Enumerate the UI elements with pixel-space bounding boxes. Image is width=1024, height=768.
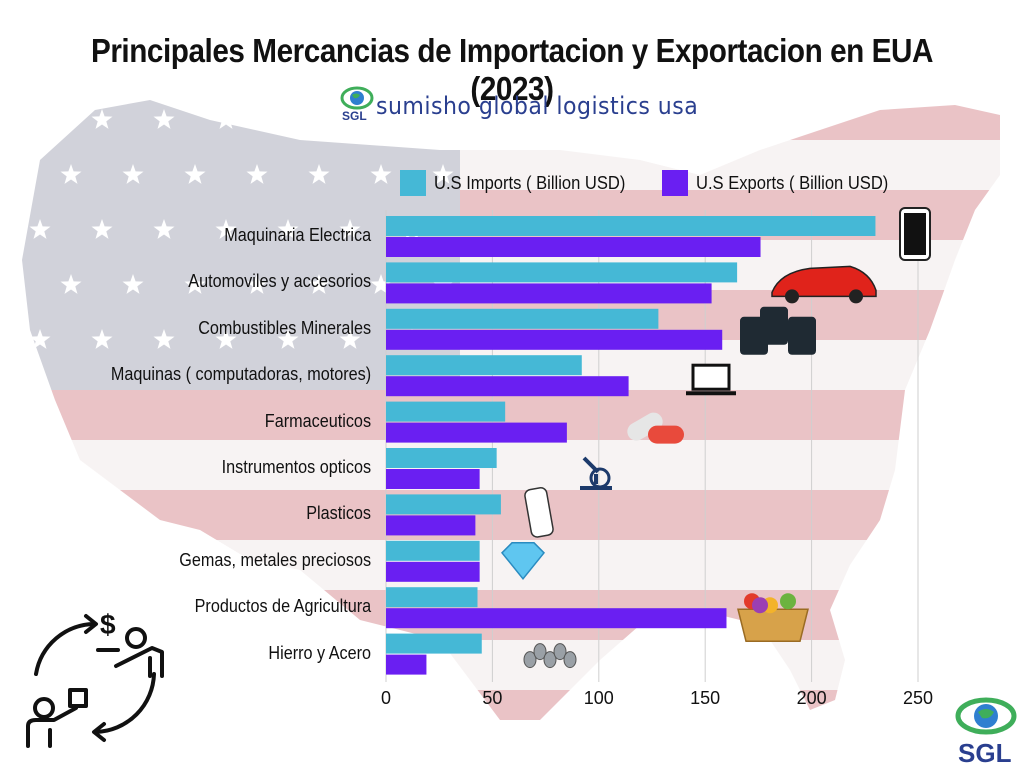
page-title: Principales Mercancias de Importacion y … (90, 32, 934, 107)
category-label: Maquinaria Electrica (224, 225, 371, 245)
flag-star (277, 329, 299, 349)
category-label: Automoviles y accesorios (188, 271, 371, 292)
plastic-bottle-icon (524, 487, 554, 538)
x-tick-label: 100 (583, 688, 614, 708)
flag-star (215, 329, 237, 349)
legend-label-imports: U.S Imports ( Billion USD) (434, 172, 626, 193)
flag-star (339, 219, 361, 239)
footer-logo-text: SGL (958, 738, 1012, 764)
flag-star (91, 109, 113, 129)
bar-exports (386, 376, 629, 397)
bar-exports (386, 329, 723, 350)
flag-star (91, 329, 113, 349)
flag-star (122, 164, 144, 184)
brand-badge: SGL (342, 109, 367, 123)
category-label: Farmaceuticos (264, 410, 371, 431)
bar-imports (386, 401, 506, 422)
x-tick-label: 0 (380, 688, 391, 708)
flag-star (153, 219, 175, 239)
category-label: Hierro y Acero (268, 642, 371, 663)
flag-star (153, 329, 175, 349)
bar-exports (386, 237, 761, 257)
flag-star (370, 164, 392, 184)
flag-star (246, 274, 268, 294)
bar-exports (386, 515, 476, 536)
fruit-basket-icon (737, 593, 809, 642)
flag-star (60, 274, 82, 294)
flag-star (432, 164, 454, 184)
oil-barrels-icon (740, 306, 816, 355)
flag-star (60, 164, 82, 184)
x-tick-label: 200 (796, 688, 827, 708)
sports-car-icon (771, 265, 877, 304)
microscope-icon (580, 456, 612, 490)
bar-imports (386, 262, 738, 283)
sgl-globe-logo-icon: SGL (340, 86, 374, 123)
flag-star (153, 109, 175, 129)
category-label: Maquinas ( computadoras, motores) (110, 364, 371, 385)
x-tick-label: 50 (482, 688, 503, 708)
bar-exports (386, 561, 480, 582)
pill-capsules-icon (627, 412, 684, 444)
flag-star (29, 329, 51, 349)
flag-star (246, 164, 268, 184)
flag-star (184, 164, 206, 184)
bar-exports (386, 654, 427, 675)
bar-imports (386, 587, 478, 608)
sgl-footer-logo: SGL (955, 697, 1017, 764)
bar-exports (386, 283, 712, 304)
category-label: Gemas, metales preciosos (179, 549, 371, 570)
category-label: Productos de Agricultura (194, 596, 371, 617)
bar-imports (386, 308, 659, 329)
category-label: Plasticos (306, 503, 371, 524)
legend-item-exports: U.S Exports ( Billion USD) (662, 170, 905, 196)
laptop-icon (686, 363, 736, 396)
flag-star (308, 274, 330, 294)
legend-label-exports: U.S Exports ( Billion USD) (696, 172, 889, 193)
category-label: Combustibles Minerales (198, 317, 371, 338)
dollar-sign-icon: $ (100, 609, 116, 640)
diamond-icon (500, 542, 546, 580)
trade-exchange-icon: $ (26, 609, 164, 748)
flag-star (370, 274, 392, 294)
legend-swatch-exports (662, 170, 688, 196)
brand-name: sumisho global logistics usa (376, 92, 699, 120)
smartphone-icon (899, 207, 931, 261)
bar-imports (386, 633, 482, 654)
legend-item-imports: U.S Imports ( Billion USD) (400, 170, 642, 196)
flag-star (308, 164, 330, 184)
flag-star (29, 219, 51, 239)
flag-star (277, 219, 299, 239)
bar-imports (386, 355, 582, 376)
bar-imports (386, 494, 501, 515)
flag-star (184, 274, 206, 294)
flag-star (215, 219, 237, 239)
category-label: Instrumentos opticos (221, 457, 371, 477)
bar-imports (386, 216, 876, 236)
x-tick-label: 150 (690, 688, 721, 708)
legend-swatch-imports (400, 170, 426, 196)
flag-star (122, 274, 144, 294)
bar-exports (386, 422, 567, 443)
x-tick-label: 250 (902, 688, 934, 708)
bar-exports (386, 469, 480, 489)
flag-star (91, 219, 113, 239)
flag-star (339, 329, 361, 349)
bar-imports (386, 448, 497, 468)
bar-exports (386, 608, 727, 629)
steel-pipes-icon (523, 643, 577, 669)
bar-imports (386, 540, 480, 561)
